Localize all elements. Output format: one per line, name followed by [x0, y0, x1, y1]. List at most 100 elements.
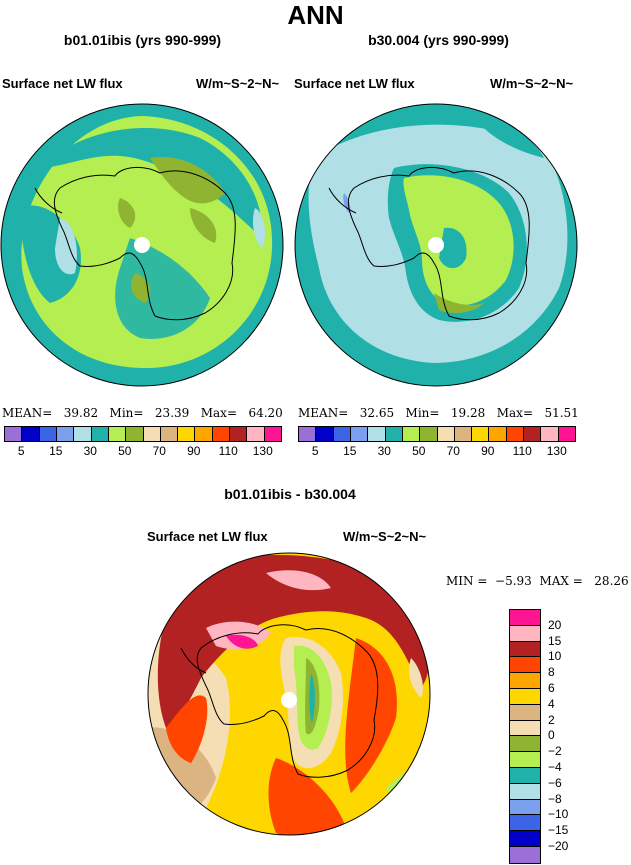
diff-colorbar — [509, 609, 541, 864]
left-colorbar-tick-label: 30 — [83, 444, 97, 458]
right-field-label: Surface net LW flux — [294, 76, 415, 91]
diff-colorbar-tick-label: 20 — [548, 617, 562, 632]
left-colorbar-swatch — [160, 427, 179, 441]
left-colorbar-swatch — [230, 427, 248, 441]
left-colorbar-tick-label: 70 — [152, 444, 166, 458]
diff-colorbar-tick-label: −6 — [548, 775, 562, 790]
left-colorbar-tick-label: 5 — [17, 444, 25, 458]
diff-colorbar-ticks: 20 15 10 8 6 4 2 0 −2 −4 −6 −8 −10 −15 −20 — [548, 609, 608, 865]
right-colorbar-swatch — [350, 427, 369, 441]
left-colorbar-swatch — [195, 427, 213, 441]
diff-colorbar-swatch — [510, 767, 540, 784]
right-colorbar-swatch — [541, 427, 559, 441]
left-colorbar-tick-label: 15 — [49, 444, 63, 458]
right-colorbar-tick-label: 5 — [311, 444, 319, 458]
diff-colorbar-tick-label: 8 — [548, 665, 555, 680]
left-colorbar-swatch — [247, 427, 265, 441]
right-colorbar-swatch — [385, 427, 403, 441]
left-colorbar-tick-label: 50 — [118, 444, 132, 458]
diff-colorbar-tick-label: 2 — [548, 712, 555, 727]
left-colorbar-tick-label: 130 — [252, 444, 273, 458]
diff-colorbar-tick-label: −15 — [548, 823, 569, 838]
diff-colorbar-swatch — [510, 799, 540, 816]
left-colorbar-swatch — [22, 427, 40, 441]
right-colorbar-swatch — [368, 427, 386, 441]
left-colorbar-swatch — [212, 427, 231, 441]
right-colorbar-swatch — [558, 427, 575, 441]
right-colorbar-tick-label: 50 — [412, 444, 426, 458]
right-colorbar-tick-label: 70 — [446, 444, 460, 458]
left-colorbar-swatch — [91, 427, 109, 441]
diff-colorbar-tick-label: 4 — [548, 696, 555, 711]
diff-colorbar-swatch — [510, 625, 540, 642]
right-colorbar-tick-label: 130 — [546, 444, 567, 458]
pole-marker-left — [134, 237, 150, 253]
right-stats: MEAN= 32.65 Min= 19.28 Max= 51.51 — [298, 406, 579, 420]
left-case-title: b01.01ibis (yrs 990-999) — [63, 32, 222, 48]
diff-colorbar-swatch — [510, 610, 540, 626]
diff-colorbar-swatch — [510, 815, 540, 832]
right-colorbar-swatch — [299, 427, 317, 441]
right-colorbar-swatch — [333, 427, 351, 441]
diff-colorbar-swatch — [510, 752, 540, 768]
right-colorbar-tick-label: 15 — [343, 444, 357, 458]
diff-colorbar-swatch — [510, 831, 540, 847]
left-colorbar-swatch — [39, 427, 57, 441]
left-colorbar-tick-label: 90 — [187, 444, 201, 458]
right-colorbar-swatch — [454, 427, 473, 441]
diff-colorbar-tick-label: −10 — [548, 807, 569, 822]
right-colorbar-swatch — [489, 427, 507, 441]
left-colorbar-swatch — [56, 427, 75, 441]
right-colorbar-swatch — [524, 427, 542, 441]
diff-colorbar-swatch — [510, 783, 540, 800]
page-title: ANN — [287, 0, 344, 30]
diff-colorbar-tick-label: −4 — [548, 760, 562, 774]
diff-colorbar-tick-label: −20 — [548, 839, 569, 853]
right-colorbar-ticks: 5 15 30 50 70 90 110 130 — [298, 444, 574, 460]
diff-colorbar-tick-label: 6 — [548, 681, 555, 695]
diff-field-label: Surface net LW flux — [147, 529, 268, 544]
diff-colorbar-swatch — [510, 657, 540, 674]
left-colorbar-swatch — [143, 427, 161, 441]
diff-colorbar-swatch — [510, 688, 540, 705]
diff-colorbar-tick-label: 10 — [548, 649, 562, 664]
diff-colorbar-tick-label: 15 — [548, 633, 562, 648]
diff-colorbar-tick-label: 0 — [548, 728, 555, 743]
right-colorbar-tick-label: 110 — [512, 444, 532, 458]
diff-colorbar-swatch — [510, 720, 540, 737]
diff-colorbar-swatch — [510, 673, 540, 689]
left-colorbar-tick-label: 110 — [218, 444, 238, 458]
left-colorbar-swatch — [178, 427, 196, 441]
right-units-label: W/m~S~2~N~ — [490, 76, 574, 91]
left-colorbar-swatch — [74, 427, 92, 441]
left-colorbar — [4, 426, 282, 442]
right-colorbar-swatch — [437, 427, 455, 441]
diff-colorbar-tick-label: −8 — [548, 791, 562, 806]
right-case-title: b30.004 (yrs 990-999) — [368, 32, 509, 48]
right-colorbar-tick-label: 90 — [481, 444, 495, 458]
diff-colorbar-swatch — [510, 641, 540, 658]
left-colorbar-ticks: 5 15 30 50 70 90 110 130 — [4, 444, 280, 460]
diff-polar-map — [147, 552, 431, 836]
pole-marker-right — [428, 237, 444, 253]
diff-colorbar-tick-label: −2 — [548, 744, 562, 759]
pole-marker-diff — [281, 692, 297, 708]
diff-units-label: W/m~S~2~N~ — [343, 529, 427, 544]
right-colorbar-swatch — [506, 427, 525, 441]
diff-colorbar-swatch — [510, 846, 540, 863]
right-polar-map — [294, 103, 578, 387]
right-colorbar-tick-label: 30 — [377, 444, 391, 458]
left-colorbar-swatch — [126, 427, 144, 441]
left-colorbar-swatch — [5, 427, 23, 441]
right-colorbar — [298, 426, 576, 442]
left-colorbar-swatch — [264, 427, 281, 441]
diff-colorbar-swatch — [510, 704, 540, 721]
left-polar-map — [0, 103, 284, 387]
right-colorbar-swatch — [316, 427, 334, 441]
right-colorbar-swatch — [402, 427, 421, 441]
diff-colorbar-swatch — [510, 736, 540, 753]
left-stats: MEAN= 39.82 Min= 23.39 Max= 64.20 — [2, 406, 283, 420]
left-field-label: Surface net LW flux — [2, 76, 123, 91]
left-units-label: W/m~S~2~N~ — [196, 76, 280, 91]
diff-minmax: MIN = −5.93 MAX = 28.26 — [446, 574, 629, 588]
